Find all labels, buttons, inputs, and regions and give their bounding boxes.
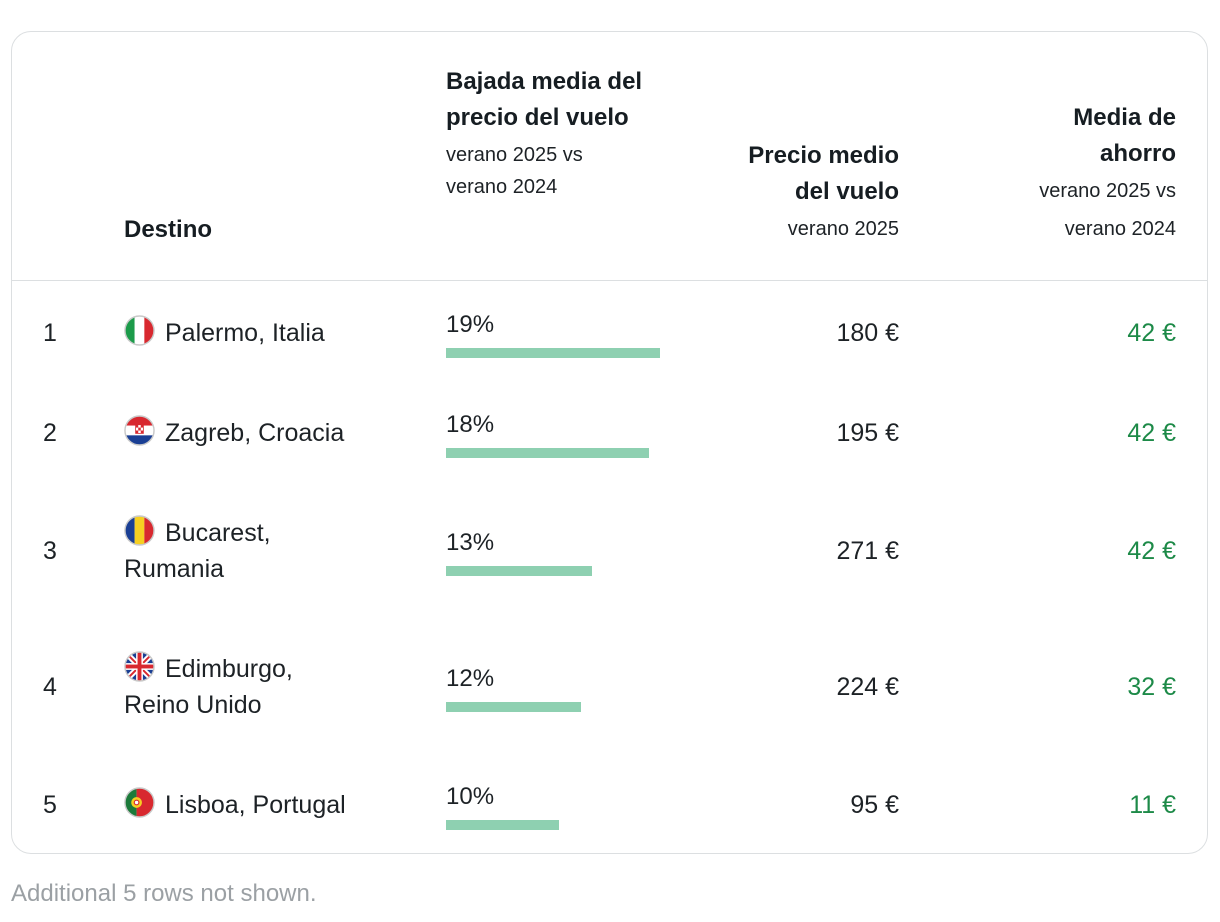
drop-bar [446,448,649,458]
row-price: 195 € [836,419,899,447]
header-precio-sub: verano 2025 [787,218,899,240]
croatia-flag-icon [124,415,155,446]
italy-flag-icon [124,315,155,346]
header-ahorro-sub-2: verano 2024 [1064,218,1176,240]
row-drop-percent: 18% [446,411,495,438]
header-precio: Precio medio del vuelo verano 2025 [639,138,899,248]
header-bajada-sub-2: verano 2024 [446,176,558,198]
drop-bar [446,566,592,576]
row-rank: 5 [43,791,57,819]
destination-text-line2: Rumania [124,555,225,583]
header-ahorro-title-1: Media de [1073,104,1176,131]
header-destino: Destino [124,216,213,243]
row-saving: 42 € [1127,319,1176,347]
header-ahorro-title-2: ahorro [1099,140,1176,167]
drop-bar [446,820,559,830]
row-destination: Edimburgo, Reino Unido [124,651,404,723]
row-destination: Palermo, Italia [124,315,404,351]
row-rank: 2 [43,419,57,447]
row-drop-percent: 13% [446,529,495,556]
row-rank: 1 [43,319,57,347]
portugal-flag-icon [124,787,155,818]
row-destination: Zagreb, Croacia [124,415,404,451]
destination-text: Lisboa, Portugal [165,791,346,819]
row-price: 95 € [850,791,899,819]
row-rank: 3 [43,537,57,565]
header-ahorro: Media de ahorro verano 2025 vs verano 20… [916,100,1176,248]
destination-text: Palermo, Italia [165,319,325,347]
drop-bar [446,702,581,712]
drop-bar [446,348,660,358]
header-bajada: Bajada media del precio del vuelo verano… [446,64,646,206]
uk-flag-icon [124,651,155,682]
header-precio-title-2: del vuelo [794,178,899,205]
row-drop-percent: 12% [446,665,495,692]
row-destination: Bucarest, Rumania [124,515,404,587]
row-destination: Lisboa, Portugal [124,787,404,823]
header-divider [12,280,1207,281]
header-bajada-sub-1: verano 2025 vs [446,144,583,166]
row-saving: 11 € [1129,791,1176,819]
row-saving: 42 € [1127,537,1176,565]
romania-flag-icon [124,515,155,546]
row-drop-percent: 10% [446,783,495,810]
header-bajada-title: Bajada media del precio del vuelo [446,68,643,131]
row-rank: 4 [43,673,57,701]
footnote: Additional 5 rows not shown. [11,880,317,907]
row-price: 271 € [836,537,899,565]
destination-text: Bucarest, [165,519,271,547]
destination-text-line2: Reino Unido [124,691,262,719]
destination-text: Edimburgo, [165,655,293,683]
row-drop-percent: 19% [446,311,495,338]
row-price: 224 € [836,673,899,701]
header-precio-title-1: Precio medio [748,142,899,169]
data-table: Destino Bajada media del precio del vuel… [11,31,1208,854]
destination-text: Zagreb, Croacia [165,419,345,447]
row-saving: 32 € [1127,673,1176,701]
header-ahorro-sub-1: verano 2025 vs [1039,180,1176,202]
row-price: 180 € [836,319,899,347]
row-saving: 42 € [1127,419,1176,447]
